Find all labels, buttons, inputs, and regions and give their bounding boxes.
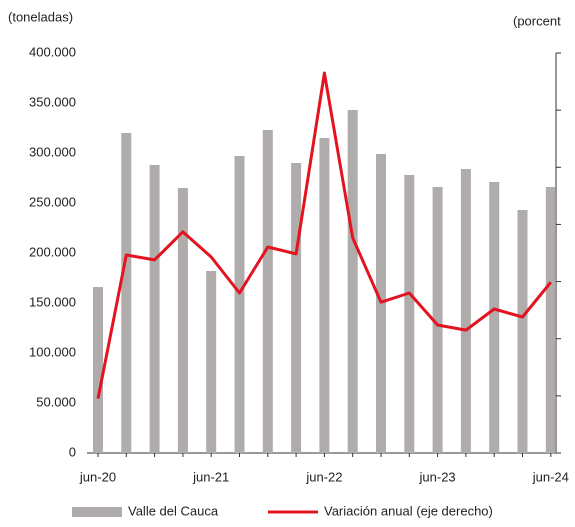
bar	[545, 187, 556, 453]
bar	[121, 133, 132, 453]
y-tick-label: 250.000	[29, 194, 76, 209]
y-tick-label: 300.000	[29, 144, 76, 159]
y-tick-label: 350.000	[29, 94, 76, 109]
bar	[489, 182, 500, 453]
x-tick-label: jun-22	[305, 469, 342, 484]
legend-swatch	[72, 507, 122, 517]
bar	[262, 130, 273, 453]
y2-axis-label: (porcent	[513, 13, 561, 28]
bar	[93, 287, 103, 453]
legend-label: Valle del Cauca	[128, 503, 219, 518]
y-tick-label: 200.000	[29, 244, 76, 259]
bar	[432, 187, 443, 453]
bar	[177, 188, 188, 453]
legend-label: Variación anual (eje derecho)	[324, 503, 493, 518]
x-tick-label: jun-20	[79, 469, 116, 484]
x-tick-label: jun-21	[192, 469, 229, 484]
bar	[206, 271, 217, 453]
x-tick-label: jun-23	[419, 469, 456, 484]
bar	[291, 163, 302, 453]
bar	[460, 169, 471, 453]
bar	[404, 175, 415, 453]
y-tick-label: 50.000	[36, 394, 76, 409]
bar	[234, 156, 245, 453]
y-tick-label: 100.000	[29, 344, 76, 359]
bar	[319, 138, 330, 453]
x-tick-label: jun-24	[532, 469, 569, 484]
bar	[347, 110, 358, 453]
y-tick-label: 0	[69, 444, 76, 459]
y-tick-label: 150.000	[29, 294, 76, 309]
line	[96, 71, 552, 400]
bar	[149, 165, 160, 453]
y-tick-label: 400.000	[29, 44, 76, 59]
y-axis-label: (toneladas)	[8, 9, 73, 24]
bar	[517, 210, 528, 453]
